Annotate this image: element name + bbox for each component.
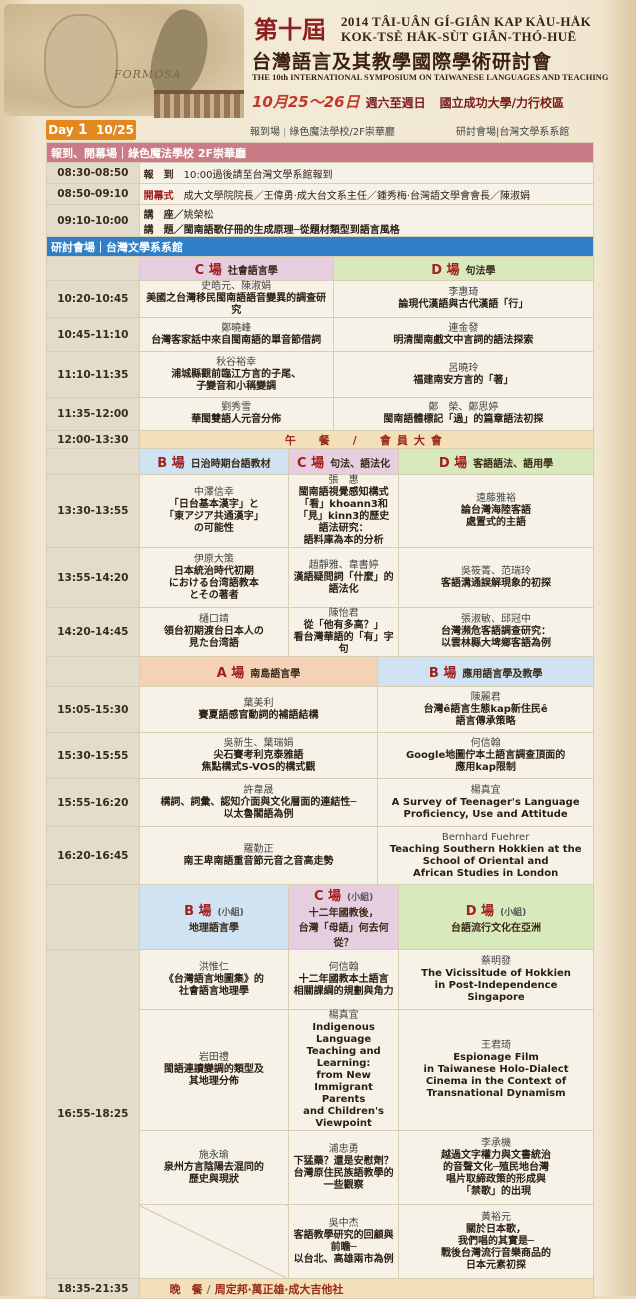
paper-cell: 黃裕元 關於日本歌， 我們唱的其實是─ 戰後台灣流行音樂商品的 日本元素初探	[398, 1204, 594, 1279]
room-header: B 場日治時期台語教材	[138, 448, 290, 475]
time-cell: 15:55-16:20	[46, 778, 140, 827]
date-range: 10月25～26日	[252, 93, 360, 111]
keynote-item: 講 座／姚榮松講 題／閩南語歌仔冊的生成原理─從題材類型到語言風格	[138, 204, 595, 237]
paper-cell: Bernhard Fuehrer Teaching Southern Hokkie…	[377, 826, 594, 885]
time-cell: 16:20-16:45	[46, 826, 140, 885]
day-number: 1	[77, 122, 88, 138]
paper-cell: 洪惟仁 《台灣語言地圖集》的 社會語言地理學	[138, 949, 290, 1010]
paper-cell: 吳中杰 客語教學研究的回顧與前瞻─ 以台北、高雄兩市為例	[288, 1204, 400, 1279]
portrait-image	[44, 14, 118, 108]
paper-cell: 陳麗君 台灣ê語言生態kap新住民ê 語言傳承策略	[377, 686, 594, 733]
paper-cell: 施永瑜 泉州方言陰陽去混同的 歷史與現狀	[138, 1130, 290, 1205]
paper-cell: 劉秀雪 華閩雙語人元音分佈	[138, 397, 334, 431]
opening-item: 報 到 10:00過後請至台灣文學系館報到	[138, 162, 595, 184]
day-row: Day 1 10/25 報到場 | 綠色魔法學校/2F崇華廳 研討會場|台灣文學系系…	[46, 120, 594, 140]
paper-cell: 史皓元、陳淑娟 美國之台灣移民閩南語語音變異的調查研究	[138, 280, 334, 318]
opening-item: 開幕式 成大文學院院長／王偉勇‧成大台文系主任／鍾秀梅‧台灣語文學會會長／陳淑娟	[138, 183, 595, 205]
paper-cell: 連金發 明清閩南戲文中言詞的語法探索	[332, 317, 595, 352]
building-image	[154, 90, 244, 118]
paper-cell: 張淑敏、邱冠中 台灣瀕危客語調查研究： 以雲林縣大埤鄉客語為例	[398, 607, 594, 657]
time-cell: 11:10-11:35	[46, 351, 140, 398]
time-cell: 13:30-13:55	[46, 474, 140, 548]
time-cell: 16:55-18:25	[46, 949, 140, 1279]
paper-cell: 樋口靖 領台初期渡台日本人の 見た台湾語	[138, 607, 290, 657]
romanized-title-2: KOK-TSÈ HÅK-SÙT GIÂN-THÓ-HUĒ	[341, 29, 577, 44]
day-badge: Day 1 10/25	[46, 120, 136, 140]
dinner-event: 晚 餐 / 周定邦‧萬正雄‧成大吉他社	[138, 1278, 595, 1299]
time-cell: 13:55-14:20	[46, 547, 140, 608]
day-date: 10/25	[96, 123, 134, 137]
paper-cell: 遠藤雅裕 論台灣海陸客語 處置式的主語	[398, 474, 594, 548]
time-cell: 15:30-15:55	[46, 732, 140, 779]
paper-cell: 岩田禮 閩語連讀變調的類型及 其地理分佈	[138, 1009, 290, 1131]
venue: 國立成功大學/力行校區	[439, 96, 565, 110]
paper-cell: 李惠琦 論現代漢語與古代漢語「行」	[332, 280, 595, 318]
schedule-table: 報到、開幕場｜綠色魔法學校 2F崇華廳 08:30-08:50 報 到 10:00…	[46, 142, 595, 1299]
room-header: C 場社會語言學	[138, 256, 334, 281]
edition-title: 第十屆	[254, 15, 326, 44]
header-banner: FORMOSA 第十屆 2014 TÂI-UÂN GÍ-GIÂN KAP KÀU…	[0, 0, 636, 142]
time-cell: 18:35-21:35	[46, 1278, 140, 1299]
room-header: D 場句法學	[332, 256, 595, 281]
paper-cell: 葉美利 賽夏語感官動詞的補語結構	[138, 686, 379, 733]
room-header: C 場句法、語法化	[288, 448, 400, 475]
paper-cell: 許韋晟 構詞、詞彙、認知介面與文化層面的連結性─ 以太魯閣語為例	[138, 778, 379, 827]
paper-cell: 鄭 榮、鄭思婷 閩南語體標記「過」的篇章語法初探	[332, 397, 595, 431]
opening-section-bar: 報到、開幕場｜綠色魔法學校 2F崇華廳	[46, 142, 594, 163]
time-cell: 09:10-10:00	[46, 204, 140, 237]
paper-cell: 李承機 越過文字權力與文書統治 的音聲文化─殖民地台灣 唱片取締政策的形成與 「禁歌」的…	[398, 1130, 594, 1205]
english-title: THE 10th INTERNATIONAL SYMPOSIUM ON TAIW…	[252, 72, 609, 82]
paper-cell: 張 惠閩南語視覺感知構式 「看」khoann3和 「見」kinn3的歷史語法研究：語…	[288, 474, 400, 548]
time-cell: 08:30-08:50	[46, 162, 140, 184]
sess-label: 研討會場	[456, 127, 496, 138]
paper-cell: 王君琦 Espionage Film in Taiwanese Holo-Diale…	[398, 1009, 594, 1131]
registration-info: 報到場 | 綠色魔法學校/2F崇華廳	[250, 127, 395, 138]
paper-cell: 浦忠勇 下猛藥？還是安慰劑？ 台灣原住民族語教學的 一些觀察	[288, 1130, 400, 1205]
lunch-break: 午 餐 / 會員大會	[138, 430, 595, 449]
time-cell: 10:45-11:10	[46, 317, 140, 352]
paper-cell: 何信翰 十二年國教本土語言 相關課綱的規劃與角力	[288, 949, 400, 1010]
day-label: Day	[48, 123, 74, 137]
time-cell: 11:35-12:00	[46, 397, 140, 431]
chinese-title: 台灣語言及其教學國際學術研討會	[252, 51, 553, 73]
paper-cell: 蔡明發 The Vicissitude of Hokkien in Post-Ind…	[398, 949, 594, 1010]
time-cell: 14:20-14:45	[46, 607, 140, 657]
time-cell: 08:50-09:10	[46, 183, 140, 205]
paper-cell: 楊真宜 A Survey of Teenager's Language Profic…	[377, 778, 594, 827]
room-header: D 場客語語法、語用學	[398, 448, 594, 475]
paper-cell: 中澤信幸 「日台基本漢字」と 「東アジア共通漢字」 の可能性	[138, 474, 290, 548]
romanized-title-1: 2014 TÂI-UÂN GÍ-GIÂN KAP KÀU-HÅK	[341, 14, 592, 29]
event-date: 10月25～26日 週六至週日 國立成功大學/力行校區	[252, 91, 564, 112]
paper-cell: 吳新生、葉瑞娟 尖石賽考利克泰雅語 焦點構式S-VOS的構式觀	[138, 732, 379, 779]
room-header: C 場 (小組) 十二年國教後， 台灣「母語」何去何從？	[288, 884, 400, 950]
reg-place: 綠色魔法學校/2F崇華廳	[289, 127, 395, 138]
room-header: D 場 (小組) 台語流行文化在亞洲	[398, 884, 594, 950]
paper-cell: 伊原大策 日本統治時代初期 における台湾語教本 とその著者	[138, 547, 290, 608]
paper-cell: 秋谷裕幸 浦城縣觀前臨江方言的子尾、 子變音和小稱變調	[138, 351, 334, 398]
paper-cell: 鄭曉峰 台灣客家話中來自閩南語的單音節借詞	[138, 317, 334, 352]
time-cell: 10:20-10:45	[46, 280, 140, 318]
paper-cell: 呂曉玲 福建南安方言的「著」	[332, 351, 595, 398]
paper-cell: 陳怡君 從「他有多高？」 看台灣華語的「有」字句	[288, 607, 400, 657]
room-header: B 場 (小組) 地理語言學	[138, 884, 290, 950]
header-illustration: FORMOSA	[4, 4, 244, 118]
paper-cell: 羅勤正 南王卑南語重音節元音之音高走勢	[138, 826, 379, 885]
formosa-label: FORMOSA	[114, 68, 182, 81]
time-cell: 15:05-15:30	[46, 686, 140, 733]
empty-cell	[138, 1204, 290, 1279]
sess-place: 台灣文學系系館	[499, 127, 570, 138]
reg-label: 報到場	[250, 127, 280, 138]
weekday-range: 週六至週日	[365, 96, 426, 110]
paper-cell: 楊真宜 Indigenous Language Teaching and Learn…	[288, 1009, 400, 1131]
room-header: A 場南島語言學	[138, 656, 379, 687]
session-section-bar: 研討會場｜台灣文學系系館	[46, 236, 594, 257]
paper-cell: 何信翰 Google地圖佇本土語言調查頂面的 應用kap限制	[377, 732, 594, 779]
paper-cell: 吳筱菁、范瑞玲 客語溝通誤解現象的初探	[398, 547, 594, 608]
paper-cell: 趙靜雅、韋書婷 漢語疑問詞「什麼」的 語法化	[288, 547, 400, 608]
room-header: B 場應用語言學及教學	[377, 656, 594, 687]
time-cell: 12:00-13:30	[46, 430, 140, 449]
session-info: 研討會場|台灣文學系系館	[456, 127, 570, 138]
